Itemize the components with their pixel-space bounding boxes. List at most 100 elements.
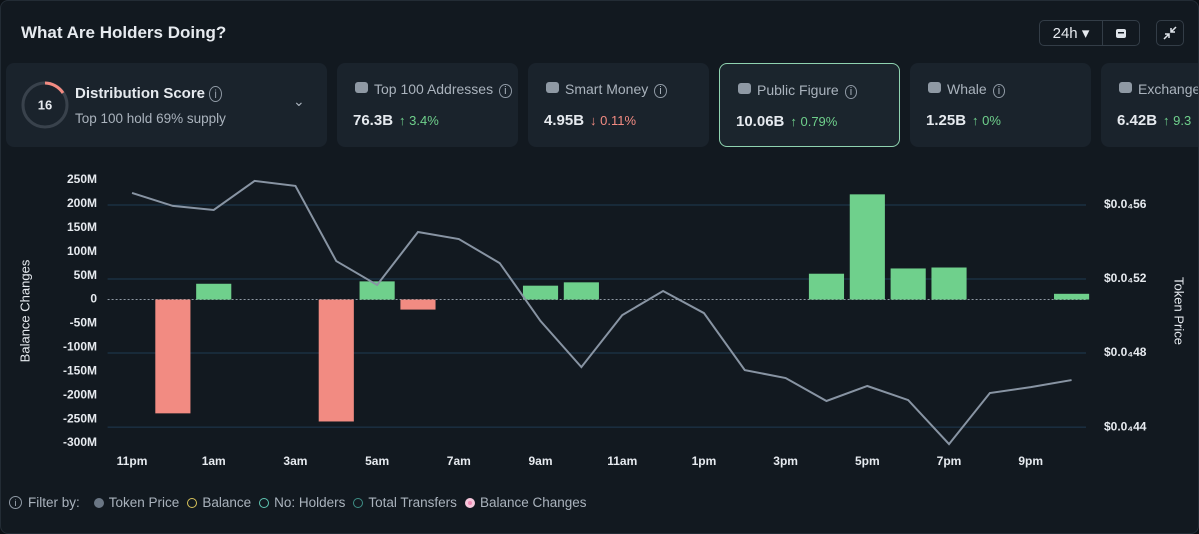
metric-card[interactable]: Smart Money i 4.95B ↓ 0.11%	[528, 63, 709, 147]
bar	[155, 299, 191, 414]
y-tick-label: 100M	[67, 244, 97, 258]
distribution-card[interactable]: 16 Distribution Score i Top 100 hold 69%…	[6, 63, 327, 147]
y2-axis-label: Token Price	[1172, 277, 1187, 345]
card-change: ↑ 0%	[972, 113, 1001, 128]
card-value: 10.06B ↑ 0.79%	[736, 113, 837, 130]
filter-dot	[464, 497, 475, 508]
filter-dot	[187, 497, 198, 508]
filter-dot	[93, 497, 104, 508]
filter-label: Filter by:	[28, 495, 80, 510]
bar	[196, 283, 232, 300]
collapse-button[interactable]	[1156, 20, 1184, 46]
score-value: 16	[38, 97, 52, 112]
range-value: 24h	[1052, 24, 1078, 42]
metric-card[interactable]: Top 100 Addresses i 76.3B ↑ 3.4%	[337, 63, 518, 147]
card-change: ↑ 0.79%	[790, 114, 838, 129]
card-change: ↑ 3.4%	[399, 113, 439, 128]
bar	[1054, 293, 1090, 300]
info-icon: i	[9, 496, 22, 509]
bar	[563, 282, 599, 300]
card-icon	[1119, 82, 1132, 93]
card-name-text: Top 100 Addresses	[374, 81, 494, 97]
x-tick-label: 1pm	[692, 454, 717, 468]
info-icon: i	[654, 84, 667, 98]
info-icon: i	[499, 84, 512, 98]
y-tick-label: -50M	[70, 316, 97, 330]
card-value-text: 10.06B	[736, 113, 785, 130]
card-name-text: Exchange	[1138, 81, 1199, 97]
card-value-text: 76.3B	[353, 112, 394, 129]
x-tick-label: 5pm	[855, 454, 880, 468]
y-tick-label: -150M	[63, 363, 97, 377]
panel-title: What Are Holders Doing?	[21, 23, 227, 42]
filter-item[interactable]: Total Transfers	[353, 495, 457, 510]
bar	[522, 285, 559, 300]
x-tick-label: 11am	[607, 454, 637, 468]
card-name: Whale i	[947, 81, 1006, 98]
card-title: Distribution Score i	[75, 85, 222, 102]
bar	[931, 267, 967, 300]
x-tick-label: 7pm	[937, 454, 962, 468]
filter-item[interactable]: Balance Changes	[464, 495, 587, 510]
filter-bar: i Filter by: Token Price Balance No: Holde…	[9, 495, 587, 510]
card-icon	[928, 82, 941, 93]
metric-card[interactable]: Exchangei 6.42B ↑ 9.3	[1101, 63, 1199, 147]
card-name: Exchangei	[1138, 81, 1199, 97]
bar	[849, 194, 885, 300]
card-icon	[738, 83, 751, 94]
filter-dot	[353, 497, 364, 508]
bar	[318, 299, 354, 422]
filter-dot	[259, 497, 270, 508]
metric-card[interactable]: Whale i 1.25B ↑ 0%	[910, 63, 1091, 147]
y-tick-label: 150M	[67, 220, 97, 234]
y-tick-label: 0	[90, 292, 97, 306]
card-change: ↑ 9.3	[1163, 113, 1192, 128]
filter-text: Balance	[202, 495, 252, 510]
bar	[890, 268, 926, 300]
x-tick-label: 9am	[529, 454, 553, 468]
card-value: 4.95B ↓ 0.11%	[544, 112, 636, 129]
card-subtitle: Top 100 hold 69% supply	[75, 111, 226, 126]
y-tick-label: 200M	[67, 196, 97, 210]
y2-tick-label: $0.0₄56	[1104, 197, 1147, 211]
y2-tick-label: $0.0₄52	[1104, 271, 1147, 285]
y-tick-label: -200M	[63, 387, 97, 401]
score-ring: 16	[21, 81, 69, 129]
y-axis-label: Balance Changes	[17, 259, 32, 362]
card-value: 6.42B ↑ 9.3	[1117, 112, 1191, 129]
card-name-text: Whale	[947, 81, 987, 97]
x-tick-label: 1am	[202, 454, 226, 468]
x-tick-label: 3pm	[773, 454, 798, 468]
card-name-text: Smart Money	[565, 81, 649, 97]
x-tick-label: 11pm	[117, 454, 148, 468]
filter-item[interactable]: Token Price	[93, 495, 179, 510]
card-title-text: Distribution Score	[75, 85, 206, 102]
calendar-button[interactable]	[1102, 20, 1140, 46]
expand-chevron[interactable]: ⌄	[293, 93, 305, 109]
x-tick-label: 9pm	[1018, 454, 1043, 468]
filter-item[interactable]: Balance	[187, 495, 251, 510]
metric-card[interactable]: Public Figure i 10.06B ↑ 0.79%	[719, 63, 900, 147]
card-name: Smart Money i	[565, 81, 667, 98]
bar	[359, 281, 395, 300]
card-value: 1.25B ↑ 0%	[926, 112, 1001, 129]
bar	[808, 273, 845, 300]
calendar-icon	[1116, 29, 1126, 38]
card-name-text: Public Figure	[757, 82, 839, 98]
x-tick-label: 5am	[365, 454, 389, 468]
card-icon	[355, 82, 368, 93]
filter-item[interactable]: No: Holders	[259, 495, 345, 510]
bar	[400, 299, 436, 310]
collapse-icon	[1163, 26, 1177, 40]
filter-text: No: Holders	[274, 495, 346, 510]
y2-tick-label: $0.0₄48	[1104, 345, 1147, 359]
y-tick-label: -300M	[63, 435, 97, 449]
card-icon	[546, 82, 559, 93]
y-tick-label: -100M	[63, 340, 97, 354]
x-tick-label: 7am	[447, 454, 471, 468]
info-icon: i	[992, 84, 1006, 98]
x-tick-label: 3am	[283, 454, 307, 468]
card-name: Top 100 Addresses i	[374, 81, 512, 98]
card-value-text: 1.25B	[926, 112, 967, 129]
